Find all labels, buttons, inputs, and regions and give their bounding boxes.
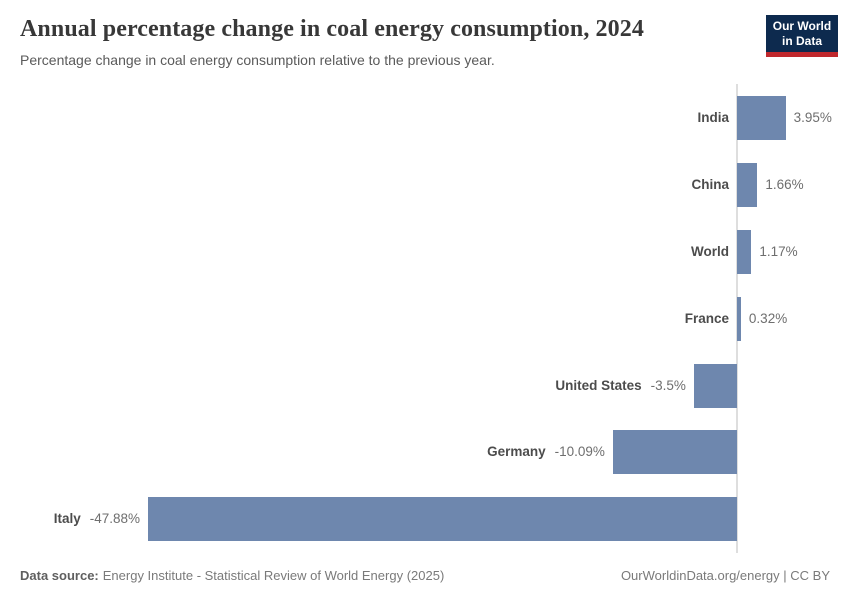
data-source-label: Data source: <box>20 568 99 583</box>
owid-logo[interactable]: Our World in Data <box>766 15 838 57</box>
country-label: Italy <box>53 511 81 527</box>
owid-credit-link[interactable]: OurWorldinData.org/energy | CC BY <box>620 568 830 583</box>
bar-label-group: United States -3.5% <box>555 376 686 396</box>
value-label: -10.09% <box>554 444 605 460</box>
owid-logo-line2: in Data <box>781 34 822 48</box>
value-label: 0.32% <box>748 310 788 326</box>
value-label: 1.17% <box>759 244 798 259</box>
value-label: -3.5% <box>650 377 686 393</box>
country-label: United States <box>555 377 642 393</box>
country-label: France <box>684 310 729 326</box>
data-source-note: Data source: Energy Institute - Statistic… <box>20 568 444 583</box>
bar-italy[interactable] <box>148 497 737 542</box>
bar-world[interactable] <box>737 230 752 274</box>
bar-label-group: Germany -10.09% <box>487 442 605 462</box>
bar-germany[interactable] <box>612 430 737 475</box>
value-label: 3.95% <box>793 110 832 126</box>
chart-subtitle: Percentage change in coal energy consump… <box>20 52 495 68</box>
country-label: Germany <box>487 444 546 460</box>
value-label: -47.88% <box>89 511 141 527</box>
owid-logo-red-stripe <box>766 52 838 57</box>
bar-china[interactable] <box>737 163 758 208</box>
chart-title: Annual percentage change in coal energy … <box>20 16 644 42</box>
country-label: China <box>691 177 729 193</box>
bar-united-states[interactable] <box>693 363 737 408</box>
bar-label-group: Italy -47.88% <box>54 509 140 529</box>
data-source-text: Energy Institute - Statistical Review of… <box>102 568 445 583</box>
chart-footer: Data source: Energy Institute - Statistic… <box>20 568 830 583</box>
bar-france[interactable] <box>737 296 741 341</box>
country-label: India <box>697 110 729 126</box>
value-label: 1.66% <box>765 177 804 193</box>
bar-india[interactable] <box>737 96 786 141</box>
country-label: World <box>691 244 729 259</box>
owid-logo-line1: Our World <box>772 19 832 33</box>
owid-logo-box: Our World in Data <box>766 15 838 52</box>
